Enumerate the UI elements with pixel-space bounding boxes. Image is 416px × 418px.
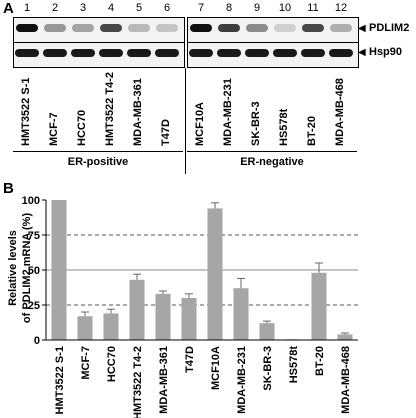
pdlim2-mrna-bar-chart: Relative levels of PDLIM2 mRNA (%) 0 25 50… — [7, 195, 358, 418]
x-tick-label: MDA-MB-231 — [236, 346, 248, 414]
pdlim2-band — [16, 24, 38, 32]
cell-line-label-a: BT-20 — [306, 116, 318, 146]
band-label-pdlim2: PDLIM2 — [369, 22, 410, 34]
bar — [207, 208, 223, 340]
pdlim2-band — [100, 24, 122, 32]
cell-line-label-a: MDA-MB-468 — [334, 78, 346, 146]
bar — [77, 316, 93, 340]
pdlim2-band — [128, 24, 150, 32]
lane-number-9: 9 — [253, 2, 261, 14]
y-tick-label: 0 — [34, 335, 40, 347]
arrow-pdlim2-icon: ◀ — [358, 23, 366, 34]
bar — [233, 288, 249, 340]
cell-line-label-a: SK-BR-3 — [250, 101, 262, 146]
cell-line-label-a: T47D — [160, 119, 172, 146]
pdlim2-band — [302, 24, 324, 32]
x-tick-label: HCC70 — [106, 346, 118, 382]
hsp90-band — [15, 49, 39, 57]
x-tick-label: BT-20 — [314, 346, 326, 376]
lane-number-2: 2 — [51, 2, 59, 14]
hsp90-band — [99, 49, 123, 57]
cell-line-label-a: MCF10A — [194, 101, 206, 146]
x-tick-label: MCF10A — [210, 346, 222, 390]
hsp90-band — [155, 49, 179, 57]
y-tick-label: 75 — [28, 230, 40, 242]
cell-line-label-a: MCF-7 — [48, 112, 60, 146]
x-tick-label: MCF-7 — [80, 346, 92, 380]
er-positive-bracket — [13, 151, 183, 152]
blot-bands — [0, 0, 416, 70]
lane-number-11: 11 — [307, 2, 319, 14]
hsp90-band — [245, 49, 269, 57]
pdlim2-band — [72, 24, 94, 32]
er-negative-label: ER-negative — [240, 156, 304, 168]
pdlim2-band — [156, 24, 178, 32]
bar — [103, 313, 119, 340]
arrow-hsp90-icon: ◀ — [358, 47, 366, 58]
lane-number-7: 7 — [197, 2, 205, 14]
bars — [51, 200, 353, 340]
x-tick-labels: HMT3522 S-1 MCF-7 HCC70 HMT3522 T4-2 MDA-MB-… — [54, 346, 352, 418]
lane-number-8: 8 — [225, 2, 233, 14]
cell-line-label-a: MDA-MB-231 — [222, 78, 234, 146]
pdlim2-band — [44, 24, 66, 32]
lane-number-6: 6 — [163, 2, 171, 14]
y-tick-label: 100 — [22, 195, 40, 207]
bar — [51, 200, 67, 340]
bar — [311, 272, 327, 340]
lane-number-4: 4 — [107, 2, 115, 14]
cell-line-label-a: HMT3522 S-1 — [20, 77, 32, 146]
hsp90-band — [217, 49, 241, 57]
x-tick-label: SK-BR-3 — [262, 346, 274, 391]
pdlim2-band — [330, 24, 352, 32]
cell-line-label-a: HMT3522 T4-2 — [104, 72, 116, 146]
panel-b-letter: B — [3, 180, 14, 197]
y-axis-label-line1: Relative levels — [7, 230, 19, 306]
lane-numbers: 1 2 3 4 5 6 7 8 9 10 11 12 — [0, 2, 416, 18]
x-tick-label: T47D — [184, 346, 196, 373]
bar — [259, 323, 275, 340]
group-divider — [185, 68, 186, 174]
cell-line-label-a: HS578t — [278, 108, 290, 146]
y-tick-label: 25 — [28, 300, 40, 312]
hsp90-band — [329, 49, 353, 57]
pdlim2-band — [274, 24, 296, 32]
bar — [337, 334, 353, 340]
lane-number-12: 12 — [334, 2, 348, 14]
hsp90-band — [189, 49, 213, 57]
er-positive-label: ER-positive — [67, 156, 129, 168]
bar — [155, 293, 171, 340]
cell-line-labels-a: HMT3522 S-1 MCF-7 HCC70 HMT3522 T4-2 MDA-MB-… — [0, 0, 416, 180]
hsp90-band — [43, 49, 67, 57]
cell-line-label-a: HCC70 — [76, 109, 88, 146]
x-tick-label: MDA-MB-468 — [340, 346, 352, 414]
x-tick-label: MDA-MB-361 — [158, 346, 170, 414]
hsp90-band — [71, 49, 95, 57]
y-tick-label: 50 — [28, 265, 40, 277]
pdlim2-band — [246, 24, 268, 32]
y-axis-label-line2: of PDLIM2 mRNA (%) — [21, 213, 33, 324]
lane-number-10: 10 — [278, 2, 292, 14]
x-tick-label: HMT3522 S-1 — [54, 346, 66, 414]
pdlim2-band — [190, 24, 212, 32]
hsp90-band — [273, 49, 297, 57]
hsp90-band — [127, 49, 151, 57]
er-negative-bracket — [187, 151, 357, 152]
bar — [129, 279, 145, 340]
lane-number-5: 5 — [135, 2, 143, 14]
hsp90-band — [301, 49, 325, 57]
panel-a-letter: A — [3, 0, 14, 17]
bar — [181, 298, 197, 340]
lane-number-3: 3 — [79, 2, 87, 14]
band-label-hsp90: Hsp90 — [369, 46, 403, 58]
grid-lines — [46, 234, 358, 306]
cell-line-label-a: MDA-MB-361 — [132, 78, 144, 146]
pdlim2-band — [218, 24, 240, 32]
x-tick-label: HMT3522 T4-2 — [132, 346, 144, 418]
y-ticks: 0 25 50 75 100 — [22, 195, 46, 347]
lane-number-1: 1 — [23, 2, 31, 14]
x-tick-label: HS578t — [288, 346, 300, 384]
